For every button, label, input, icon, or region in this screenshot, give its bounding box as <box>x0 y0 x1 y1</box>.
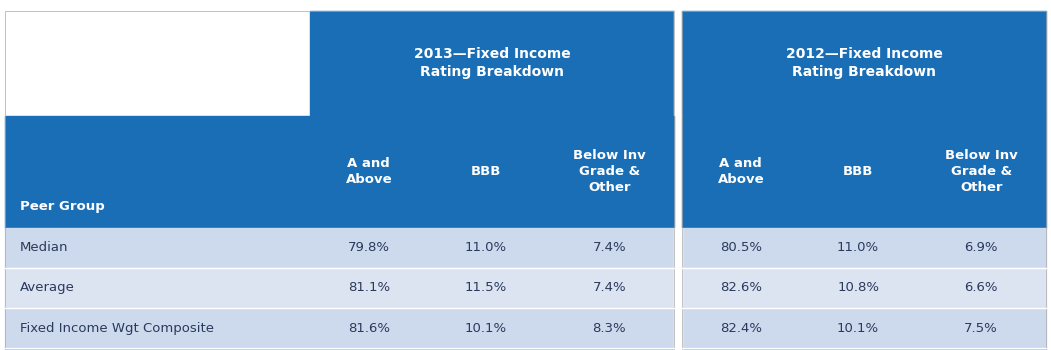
Text: 79.8%: 79.8% <box>348 241 390 254</box>
Bar <box>674 268 682 308</box>
Text: A and
Above: A and Above <box>346 157 392 186</box>
Text: Below Inv
Grade &
Other: Below Inv Grade & Other <box>573 149 645 194</box>
Text: 7.4%: 7.4% <box>593 281 626 294</box>
Text: 7.4%: 7.4% <box>593 241 626 254</box>
Bar <box>674 228 682 268</box>
Text: 10.8%: 10.8% <box>837 281 879 294</box>
Text: 6.9%: 6.9% <box>965 241 998 254</box>
Bar <box>674 308 682 348</box>
Text: Average: Average <box>20 281 75 294</box>
Text: 80.5%: 80.5% <box>720 241 762 254</box>
Text: 10.1%: 10.1% <box>465 322 508 335</box>
Text: 11.0%: 11.0% <box>837 241 879 254</box>
Text: 2012—Fixed Income
Rating Breakdown: 2012—Fixed Income Rating Breakdown <box>785 47 943 79</box>
Text: 11.0%: 11.0% <box>465 241 508 254</box>
Bar <box>674 10 682 116</box>
Text: BBB: BBB <box>843 165 873 178</box>
Text: 81.6%: 81.6% <box>348 322 390 335</box>
Bar <box>674 348 682 350</box>
Text: A and
Above: A and Above <box>718 157 764 186</box>
Text: 8.3%: 8.3% <box>593 322 626 335</box>
Text: BBB: BBB <box>471 165 501 178</box>
Bar <box>674 116 682 228</box>
Text: Median: Median <box>20 241 68 254</box>
Text: 82.4%: 82.4% <box>720 322 762 335</box>
Text: 7.5%: 7.5% <box>965 322 998 335</box>
Text: Below Inv
Grade &
Other: Below Inv Grade & Other <box>945 149 1017 194</box>
Text: 81.1%: 81.1% <box>348 281 390 294</box>
Text: 2013—Fixed Income
Rating Breakdown: 2013—Fixed Income Rating Breakdown <box>414 47 571 79</box>
Text: 82.6%: 82.6% <box>720 281 762 294</box>
Text: Peer Group: Peer Group <box>20 200 105 213</box>
Text: 6.6%: 6.6% <box>965 281 998 294</box>
Text: 10.1%: 10.1% <box>837 322 879 335</box>
Text: 11.5%: 11.5% <box>465 281 508 294</box>
Text: Fixed Income Wgt Composite: Fixed Income Wgt Composite <box>20 322 214 335</box>
